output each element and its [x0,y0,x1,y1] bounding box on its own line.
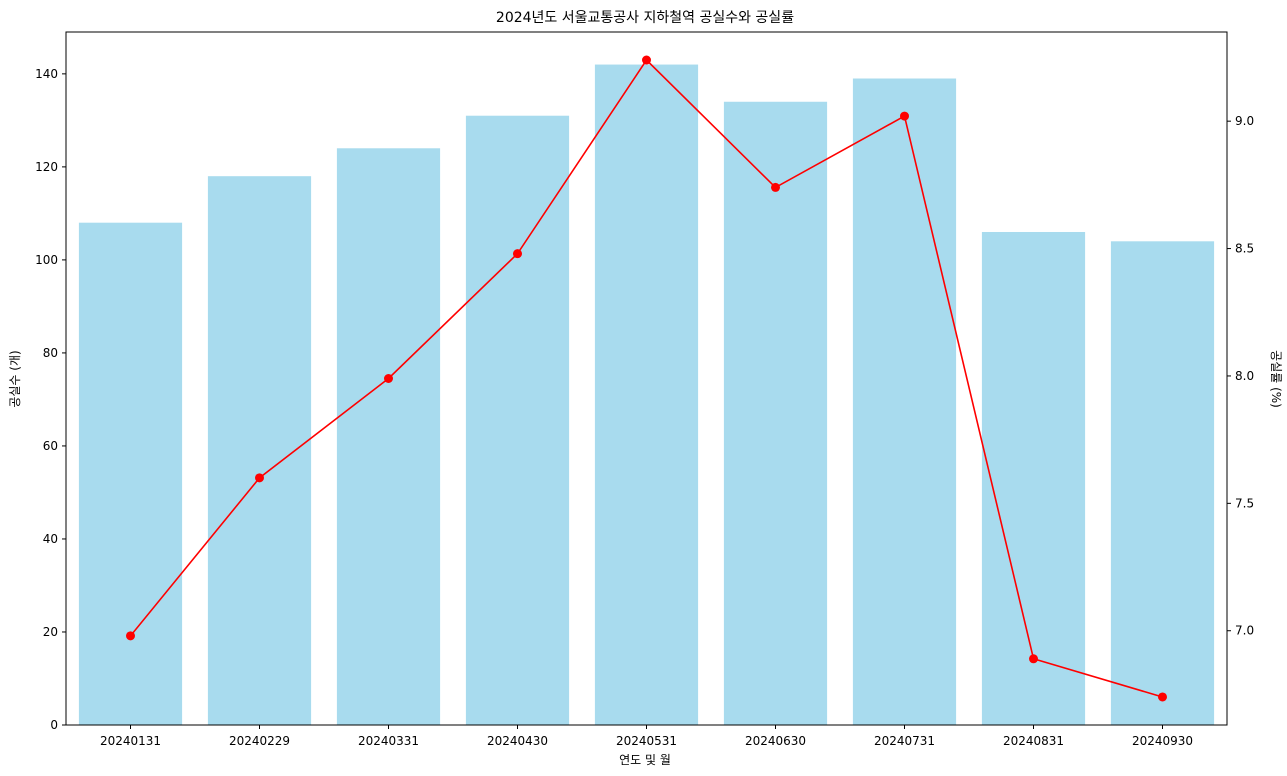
y-axis-label: 공실수 (개) [8,350,22,407]
line-point [900,111,909,121]
y-tick-label: 80 [43,346,58,360]
line-layer [126,55,1167,702]
bars-layer [78,64,1215,726]
line-point [255,473,264,483]
y-tick-label: 40 [43,532,58,546]
chart-title: 2024년도 서울교통공사 지하철역 공실수와 공실률 [496,10,794,26]
line-point [126,631,135,641]
x-tick-label: 20240831 [1003,734,1064,748]
y-tick-label: 20 [43,625,58,639]
x-tick-label: 20240229 [229,734,290,748]
y2-tick-label: 7.0 [1235,624,1254,638]
line-point [642,55,651,65]
y-tick-label: 60 [43,439,58,453]
bar [981,231,1086,725]
y-tick-label: 140 [35,67,58,81]
bar [594,64,699,725]
y-tick-label: 0 [50,718,58,732]
bar [723,101,828,726]
x-tick-label: 20240930 [1132,734,1193,748]
y2-tick-label: 9.0 [1235,114,1254,128]
y2-tick-label: 7.5 [1235,496,1254,510]
line-point [771,182,780,192]
x-tick-label: 20240430 [487,734,548,748]
x-tick-label: 20240630 [745,734,806,748]
y-tick-label: 120 [35,160,58,174]
bar [336,148,441,726]
bar [78,222,183,725]
line-point [384,374,393,383]
x-tick-label: 20240731 [874,734,935,748]
line-point [1158,692,1167,702]
x-axis-label: 연도 및 월 [619,753,671,767]
line-point [1029,654,1038,664]
y2-tick-label: 8.0 [1235,369,1254,383]
bar [852,78,957,725]
x-tick-label: 20240531 [616,734,677,748]
bar [465,115,570,725]
axes-layer: 0 20 40 60 80 100 120 140 7.0 7.5 8.0 8.5 9.0 2024013… [35,31,1254,748]
y2-tick-label: 8.5 [1235,242,1254,256]
y2-axis-label: 공실률 (%) [1269,350,1283,408]
x-tick-label: 20240331 [358,734,419,748]
y-tick-label: 100 [35,253,58,267]
x-tick-label: 20240131 [100,734,161,748]
bar [1110,241,1215,726]
line-point [513,249,522,259]
